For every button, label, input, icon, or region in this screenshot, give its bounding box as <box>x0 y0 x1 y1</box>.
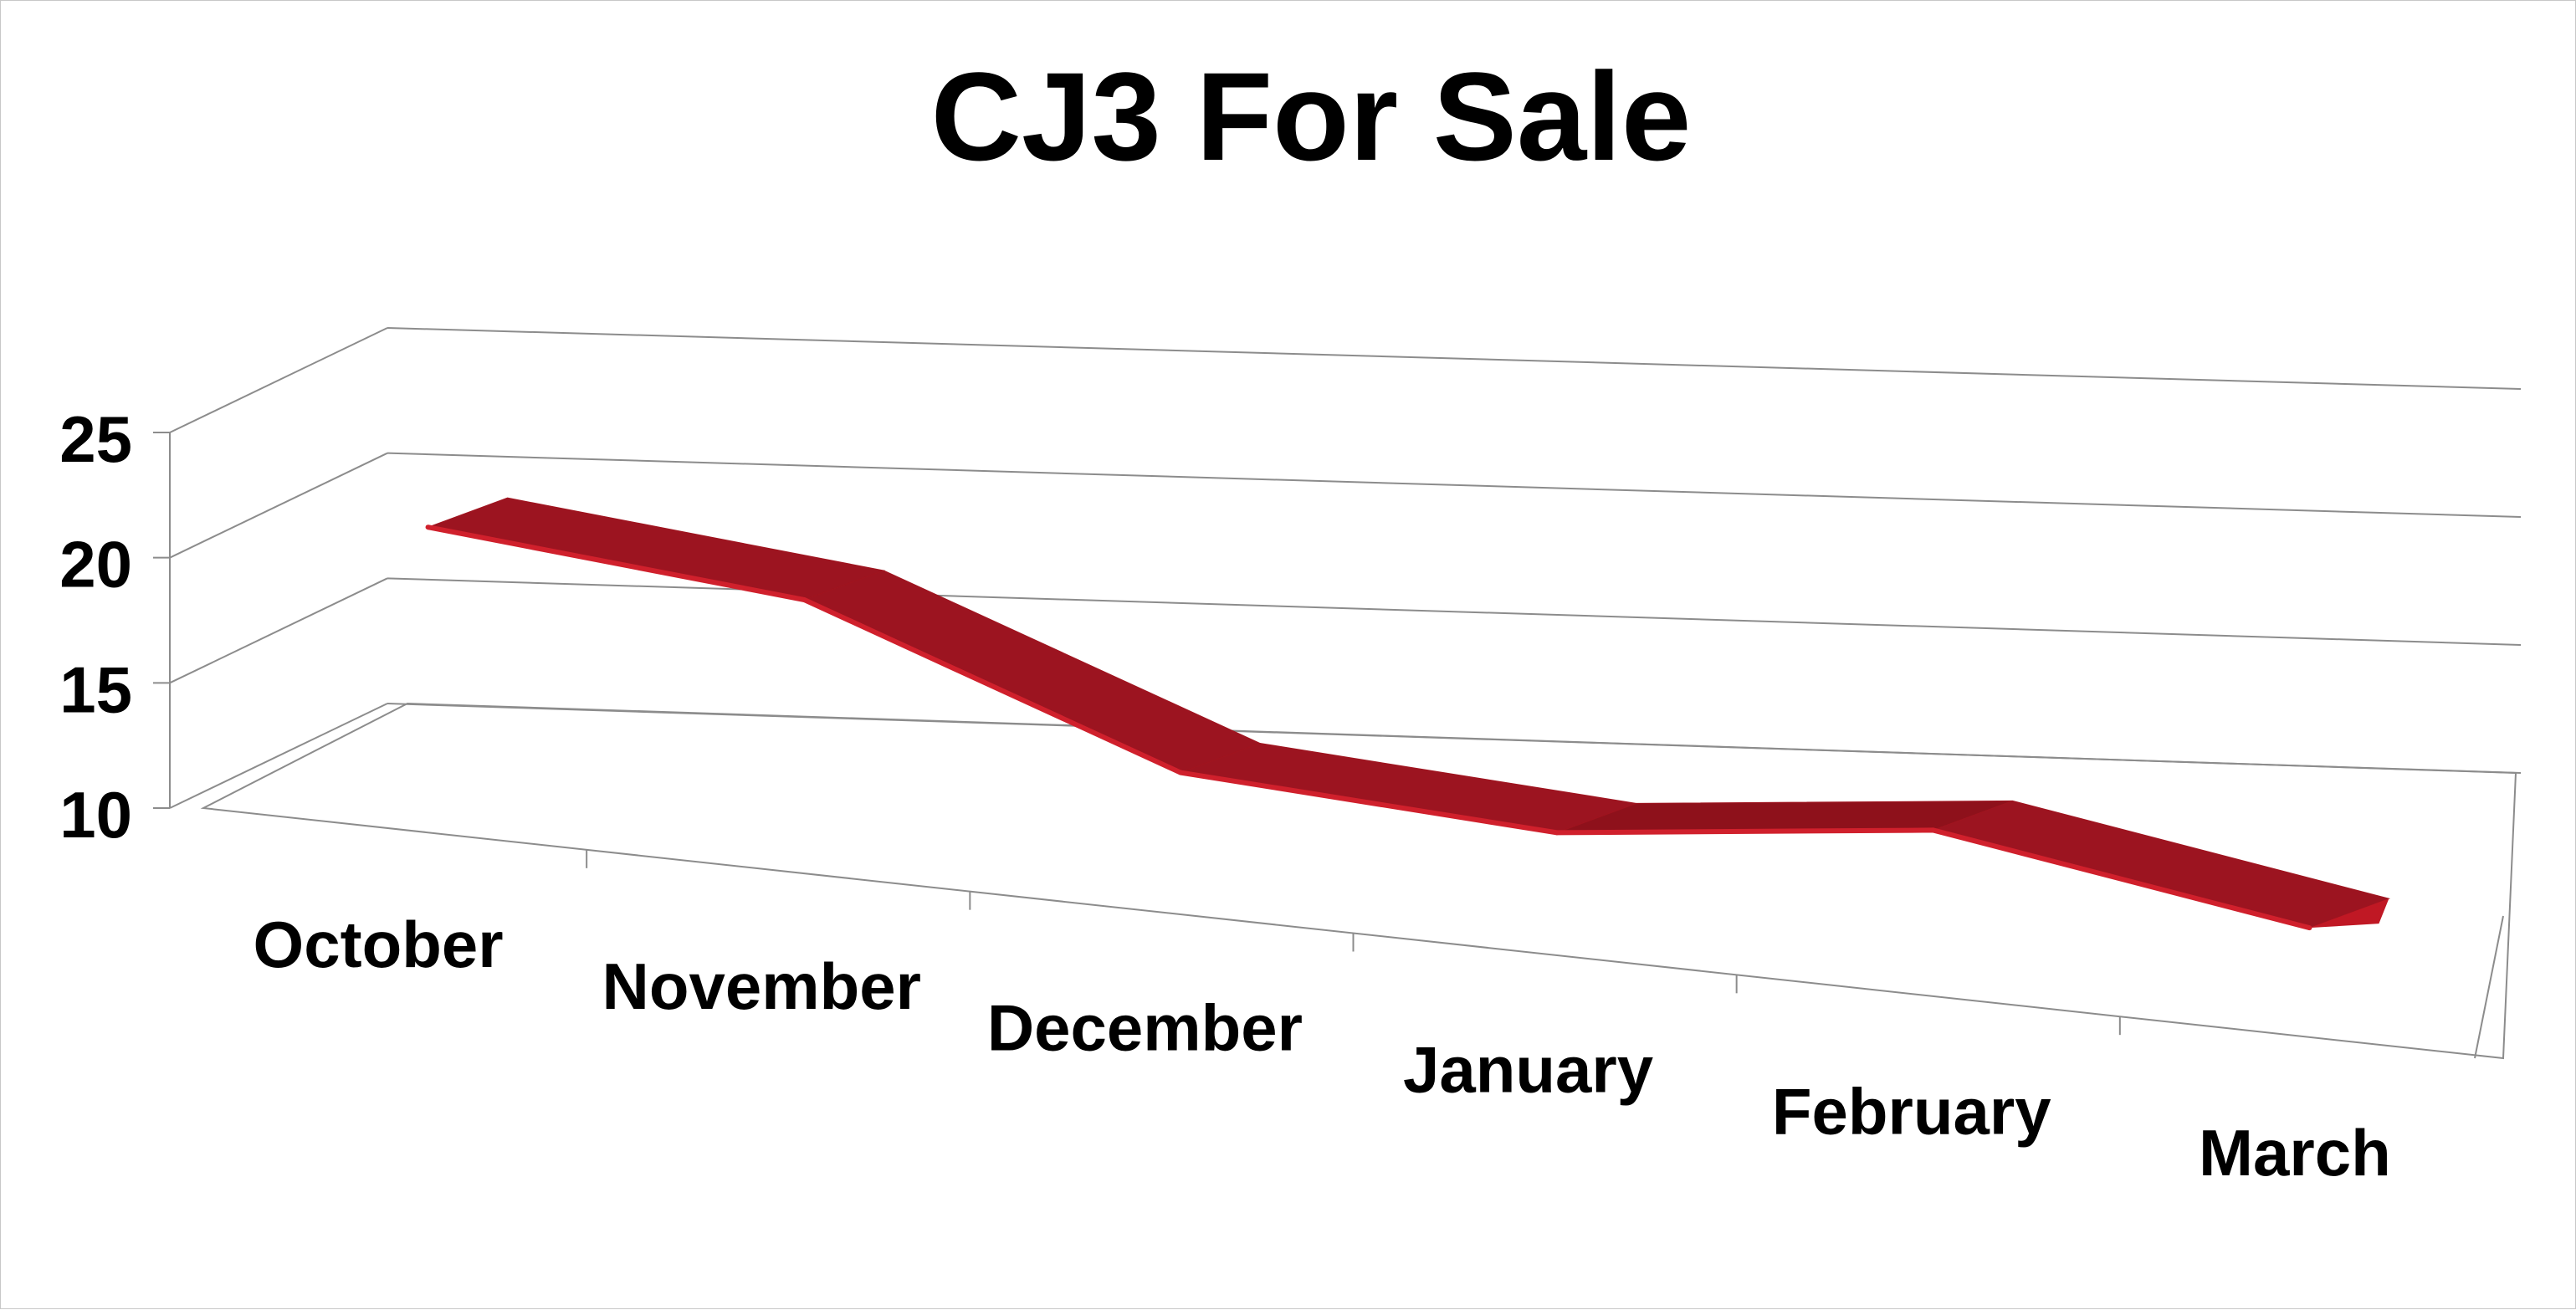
x-tick-label: February <box>1772 1074 2051 1148</box>
x-axis-ticks: October November December January February Ma… <box>254 849 2391 1190</box>
y-tick-label: 10 <box>59 778 132 852</box>
grid-layer <box>169 327 2522 1060</box>
data-point <box>2307 925 2312 931</box>
y-tick-label: 20 <box>59 528 132 601</box>
side-gridline <box>169 577 388 684</box>
x-tick-label: November <box>602 949 921 1023</box>
series-segment <box>803 570 1262 774</box>
series-segment <box>1931 800 2391 929</box>
data-point <box>1178 770 1184 775</box>
series-segment <box>426 497 886 601</box>
x-tick-label: October <box>254 908 504 981</box>
x-tick-label: March <box>2199 1116 2391 1190</box>
series-segment <box>1179 743 1638 833</box>
side-gridline <box>169 327 388 433</box>
data-point <box>425 525 431 530</box>
y-axis-ticks: 10 15 20 25 <box>59 402 170 852</box>
corner-post <box>2474 915 2504 1059</box>
gridline <box>387 703 2522 774</box>
gridline <box>387 577 2522 646</box>
y-tick-label: 15 <box>59 652 132 726</box>
x-tick-label: January <box>1403 1032 1653 1106</box>
series-layer <box>425 497 2391 931</box>
side-gridline <box>169 703 388 809</box>
series-end-cap <box>2309 898 2389 929</box>
gridline <box>387 452 2522 518</box>
data-point <box>1930 827 1936 833</box>
side-gridline <box>169 452 388 559</box>
data-point <box>1554 830 1559 836</box>
series-line <box>427 525 2311 931</box>
chart-title: CJ3 For Sale <box>931 46 1692 187</box>
data-point <box>801 597 807 603</box>
x-tick-label: December <box>987 991 1303 1065</box>
y-tick-label: 25 <box>59 402 132 476</box>
gridline <box>387 327 2522 390</box>
